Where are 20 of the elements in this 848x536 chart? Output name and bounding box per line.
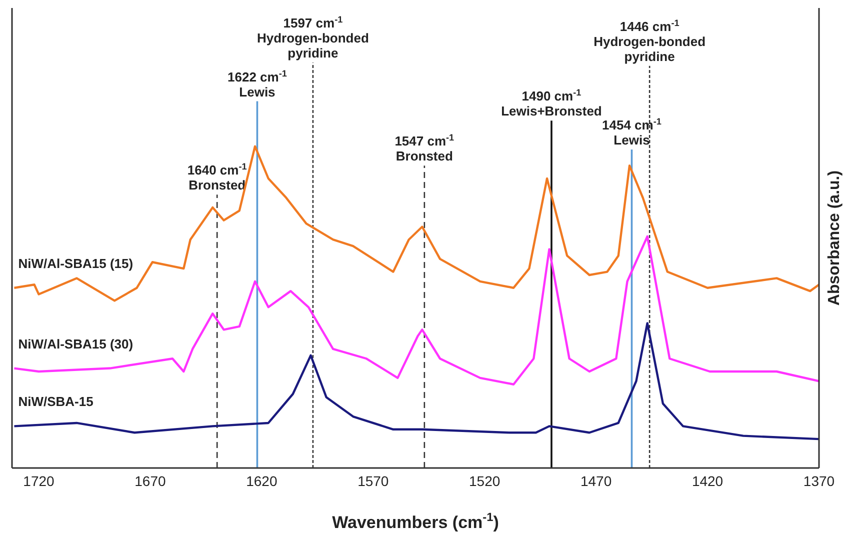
ref-line-label: 1490 cm$^{-1}$ Lewis+Bronsted: [501, 88, 602, 119]
y-axis-title: Absorbance (a.u.): [826, 170, 843, 306]
x-tick-label: 1670: [134, 472, 166, 489]
x-axis-title: Wavenumbers (cm$^{-1}$): [332, 510, 499, 532]
ref-line-label: 1454 cm$^{-1}$ Lewis: [602, 116, 662, 148]
x-tick-label: 1570: [358, 472, 389, 489]
ref-line-label: 1597 cm$^{-1}$ Hydrogen-bonded pyridine: [256, 14, 369, 61]
ref-line-label: 1640 cm$^{-1}$ Bronsted: [187, 162, 247, 193]
x-tick-label: 1370: [803, 472, 835, 489]
x-tick-label: 1720: [23, 472, 55, 489]
x-tick-label: 1470: [580, 472, 612, 489]
x-tick-label: 1620: [246, 472, 278, 489]
ref-line-label: 1547 cm$^{-1}$ Bronsted: [394, 132, 454, 164]
series-label: NiW/Al-SBA15 (30): [18, 336, 134, 352]
ref-line-label: 1622 cm$^{-1}$ Lewis: [228, 68, 287, 100]
series-label: NiW/Al-SBA15 (15): [18, 256, 134, 271]
x-tick-label: 1420: [692, 472, 724, 489]
ref-line-label: 1446 cm$^{-1}$ Hydrogen-bonded pyridine: [594, 18, 706, 64]
series-label: NiW/SBA-15: [18, 394, 94, 410]
x-tick-label: 1520: [469, 472, 500, 489]
